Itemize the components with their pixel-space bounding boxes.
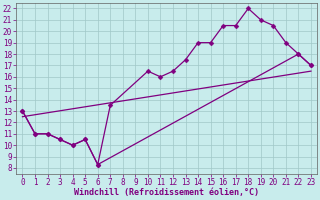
- X-axis label: Windchill (Refroidissement éolien,°C): Windchill (Refroidissement éolien,°C): [74, 188, 259, 197]
